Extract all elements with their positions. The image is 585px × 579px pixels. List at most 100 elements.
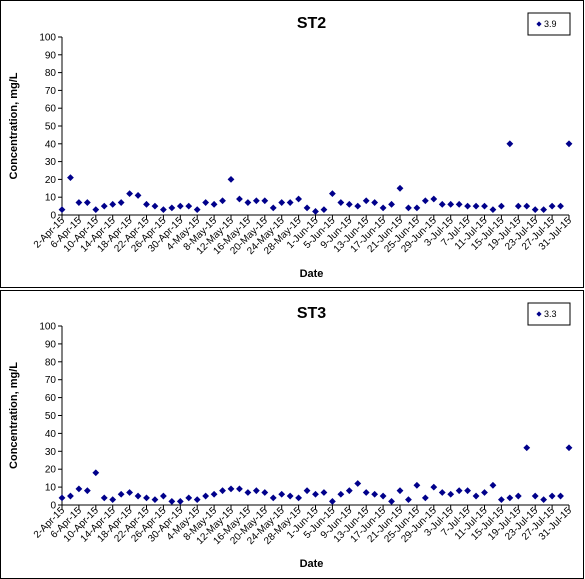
data-point — [58, 206, 66, 214]
chart-st3-svg: ST301020304050607080901002-Apr-156-Apr-1… — [8, 302, 574, 570]
y-tick-label: 0 — [50, 211, 56, 222]
data-point — [168, 204, 176, 212]
data-point — [295, 195, 302, 203]
data-point — [379, 492, 387, 500]
x-axis-label: Date — [300, 558, 324, 570]
y-tick-label: 30 — [45, 157, 57, 168]
data-point — [100, 202, 108, 210]
data-point — [286, 199, 294, 206]
data-point — [481, 489, 488, 496]
data-point — [320, 489, 328, 496]
data-point — [379, 204, 387, 212]
y-tick-label: 60 — [45, 104, 57, 115]
data-point — [269, 204, 277, 212]
data-point — [219, 487, 226, 495]
legend: 3.9 — [527, 12, 571, 36]
data-point — [151, 202, 159, 210]
data-point — [202, 199, 210, 206]
data-point — [481, 202, 488, 210]
data-point — [362, 197, 370, 205]
data-point — [126, 489, 133, 496]
data-point — [126, 190, 133, 198]
y-tick-label: 90 — [45, 50, 57, 61]
chart-title: ST3 — [297, 305, 326, 322]
data-point — [464, 202, 471, 210]
legend-label: 3.9 — [544, 19, 557, 29]
data-point — [354, 480, 362, 487]
data-point — [565, 140, 573, 148]
data-point — [548, 202, 556, 210]
data-point — [506, 494, 514, 502]
data-point — [286, 492, 294, 500]
data-point — [244, 199, 252, 206]
data-point — [303, 204, 311, 212]
y-axis-label: Concentration, mg/L — [8, 72, 20, 179]
data-point — [278, 199, 286, 206]
data-point — [371, 199, 379, 206]
data-point — [413, 204, 421, 212]
chart-title: ST2 — [297, 15, 326, 32]
y-tick-label: 80 — [45, 357, 57, 368]
data-point — [329, 190, 336, 198]
data-point — [210, 200, 218, 208]
data-point — [303, 487, 311, 495]
data-point — [295, 494, 302, 502]
data-point — [430, 195, 438, 203]
data-point — [134, 492, 142, 500]
data-point — [430, 483, 438, 491]
data-point — [405, 204, 412, 212]
data-point — [455, 487, 463, 495]
data-point — [337, 490, 345, 498]
data-point — [337, 199, 345, 206]
data-point — [464, 487, 471, 495]
legend-marker — [536, 311, 542, 317]
y-tick-label: 50 — [45, 411, 57, 422]
data-point — [210, 490, 218, 498]
data-point — [531, 492, 539, 500]
data-point — [489, 206, 497, 214]
data-point — [514, 492, 522, 500]
y-tick-label: 70 — [45, 375, 57, 386]
data-point — [75, 485, 83, 493]
data-point — [261, 489, 269, 496]
y-tick-label: 10 — [45, 483, 57, 494]
data-point — [227, 176, 235, 183]
y-tick-label: 20 — [45, 465, 57, 476]
data-point — [371, 490, 379, 498]
data-point — [160, 492, 167, 500]
data-point — [523, 202, 531, 210]
data-point — [548, 492, 556, 500]
data-point — [320, 206, 328, 214]
data-point — [75, 199, 83, 206]
legend: 3.3 — [527, 302, 571, 326]
data-point — [92, 469, 100, 477]
data-point — [498, 496, 505, 504]
y-tick-label: 0 — [50, 501, 56, 512]
data-point — [421, 197, 429, 205]
data-point — [83, 199, 91, 206]
y-tick-label: 60 — [45, 393, 57, 404]
data-point — [83, 487, 91, 495]
data-point — [421, 494, 429, 502]
y-tick-label: 40 — [45, 139, 57, 150]
y-tick-label: 20 — [45, 175, 57, 186]
data-point — [388, 200, 395, 208]
y-axis-label: Concentration, mg/L — [8, 362, 20, 469]
data-point — [219, 197, 226, 205]
data-point — [117, 199, 125, 206]
data-point — [252, 487, 260, 495]
y-tick-label: 90 — [45, 339, 57, 350]
data-point — [100, 494, 108, 502]
data-point — [345, 487, 353, 495]
data-point — [67, 492, 74, 500]
data-point — [489, 481, 497, 489]
data-point — [227, 485, 235, 493]
data-point — [438, 489, 446, 496]
y-tick-label: 10 — [45, 193, 57, 204]
data-point — [455, 200, 463, 208]
y-tick-label: 50 — [45, 122, 57, 133]
data-point — [345, 200, 353, 208]
data-point — [523, 444, 531, 452]
data-point — [472, 202, 480, 210]
data-point — [143, 494, 150, 502]
